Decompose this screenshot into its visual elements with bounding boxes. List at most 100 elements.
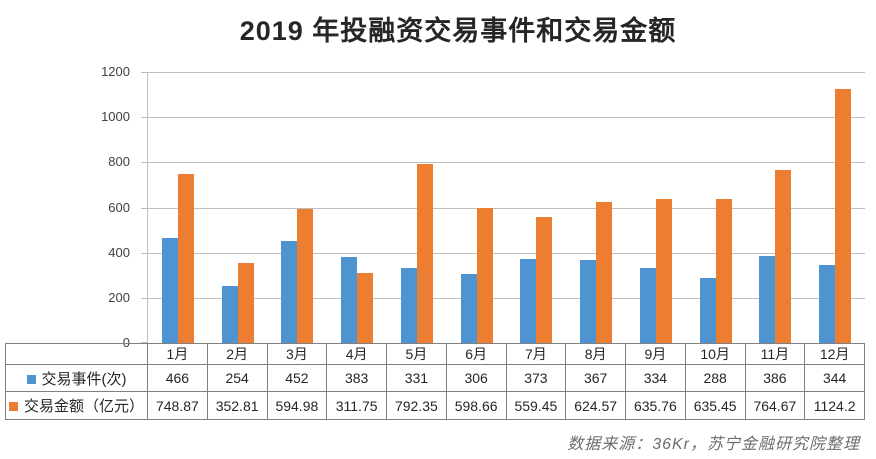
amount-value-cell: 1124.2 <box>804 391 865 420</box>
amount-bar <box>536 217 553 343</box>
month-header-cell: 1月 <box>147 343 208 365</box>
bar-group <box>387 72 447 343</box>
bar-group <box>686 72 746 343</box>
events-bar <box>460 274 477 343</box>
chart-data-table: 1月 2月 3月 4月 5月 6月 7月 8月 9月 10月 11月 12月 交易事件(次) 466 2… <box>5 343 865 420</box>
bar-group <box>626 72 686 343</box>
axis-tick-mark <box>141 208 148 209</box>
events-bar <box>819 265 836 343</box>
amount-value-cell: 598.66 <box>445 391 507 420</box>
events-series-label: 交易事件(次) <box>41 370 127 388</box>
events-bar <box>759 256 776 343</box>
amount-bar <box>177 174 194 343</box>
y-axis-tick-label: 400 <box>108 245 130 260</box>
amount-bar <box>416 164 433 343</box>
month-header-cell: 4月 <box>326 343 387 365</box>
events-bar <box>639 268 656 343</box>
events-legend-square-icon <box>26 374 36 384</box>
month-header-cell: 7月 <box>505 343 567 365</box>
events-value-cell: 254 <box>206 364 268 392</box>
events-bar <box>520 259 537 343</box>
events-bar <box>161 238 178 343</box>
month-header-cell: 3月 <box>266 343 328 365</box>
bar-group <box>327 72 387 343</box>
month-header-cell: 8月 <box>565 343 626 365</box>
amount-value-cell: 748.87 <box>147 391 208 420</box>
gridline <box>148 72 865 73</box>
amount-bar <box>835 89 852 343</box>
bar-group <box>148 72 208 343</box>
y-axis-tick-label: 0 <box>122 335 130 350</box>
source-note: 数据来源：36Kr，苏宁金融研究院整理 <box>567 436 860 453</box>
gridline <box>148 253 865 254</box>
axis-tick-mark <box>141 298 148 299</box>
bar-group <box>566 72 626 343</box>
axis-tick-mark <box>141 162 148 163</box>
amount-legend-square-icon <box>8 402 18 411</box>
events-value-cell: 466 <box>147 364 208 392</box>
gridline <box>148 298 865 299</box>
events-row: 交易事件(次) 466 254 452 383 331 306 373 367 334 288 38… <box>5 364 865 392</box>
month-header-cell: 11月 <box>744 343 806 365</box>
events-value-cell: 386 <box>744 364 806 392</box>
gridline <box>148 162 865 163</box>
axis-tick-mark <box>141 253 148 254</box>
amount-row-label-cell: 交易金额（亿元） <box>5 391 148 420</box>
y-axis-tick-label: 200 <box>108 290 130 305</box>
month-header-cell: 12月 <box>804 343 865 365</box>
y-axis-tick-label: 1000 <box>101 109 130 124</box>
axis-tick-mark <box>141 72 148 73</box>
events-bar <box>221 286 238 343</box>
month-header-cell: 2月 <box>206 343 268 365</box>
amount-value-cell: 624.57 <box>565 391 626 420</box>
events-value-cell: 288 <box>684 364 746 392</box>
y-axis-tick-label: 800 <box>108 154 130 169</box>
amount-value-cell: 352.81 <box>206 391 268 420</box>
month-header-cell: 10月 <box>684 343 746 365</box>
events-value-cell: 334 <box>625 364 686 392</box>
amount-value-cell: 594.98 <box>266 391 328 420</box>
amount-bar <box>596 202 613 343</box>
amount-row: 交易金额（亿元） 748.87 352.81 594.98 311.75 792.35 5… <box>5 391 865 420</box>
events-value-cell: 331 <box>386 364 447 392</box>
amount-value-cell: 311.75 <box>326 391 387 420</box>
events-value-cell: 373 <box>505 364 567 392</box>
y-axis: 0 200 400 600 800 1000 1200 <box>88 64 138 350</box>
events-value-cell: 383 <box>326 364 387 392</box>
events-value-cell: 306 <box>445 364 507 392</box>
events-bar <box>580 260 597 343</box>
bar-group <box>507 72 567 343</box>
events-value-cell: 367 <box>565 364 626 392</box>
events-bar <box>281 241 298 343</box>
events-bar <box>699 278 716 343</box>
events-row-label-cell: 交易事件(次) <box>5 364 148 392</box>
amount-value-cell: 635.45 <box>684 391 746 420</box>
bar-group <box>447 72 507 343</box>
amount-bar <box>237 263 254 343</box>
plot-area <box>141 72 865 343</box>
events-value-cell: 452 <box>266 364 328 392</box>
events-value-cell: 344 <box>804 364 865 392</box>
amount-bar <box>476 208 493 343</box>
amount-series-label: 交易金额（亿元） <box>23 398 144 415</box>
bar-group <box>805 72 865 343</box>
amount-value-cell: 764.67 <box>744 391 806 420</box>
gridline <box>148 117 865 118</box>
amount-value-cell: 792.35 <box>386 391 447 420</box>
bar-group <box>268 72 328 343</box>
bar-group <box>746 72 806 343</box>
amount-bar <box>297 209 314 343</box>
month-header-cell: 9月 <box>625 343 686 365</box>
gridline <box>148 208 865 209</box>
axis-tick-mark <box>141 117 148 118</box>
events-bar <box>341 257 358 343</box>
chart-title: 2019 年投融资交易事件和交易金额 <box>239 16 677 46</box>
month-header-row: 1月 2月 3月 4月 5月 6月 7月 8月 9月 10月 11月 12月 <box>5 343 865 365</box>
y-axis-tick-label: 1200 <box>101 64 130 79</box>
month-header-cell: 5月 <box>386 343 447 365</box>
month-header-cell: 6月 <box>445 343 507 365</box>
amount-bar <box>655 199 672 343</box>
amount-value-cell: 635.76 <box>625 391 686 420</box>
events-bar <box>400 268 417 343</box>
